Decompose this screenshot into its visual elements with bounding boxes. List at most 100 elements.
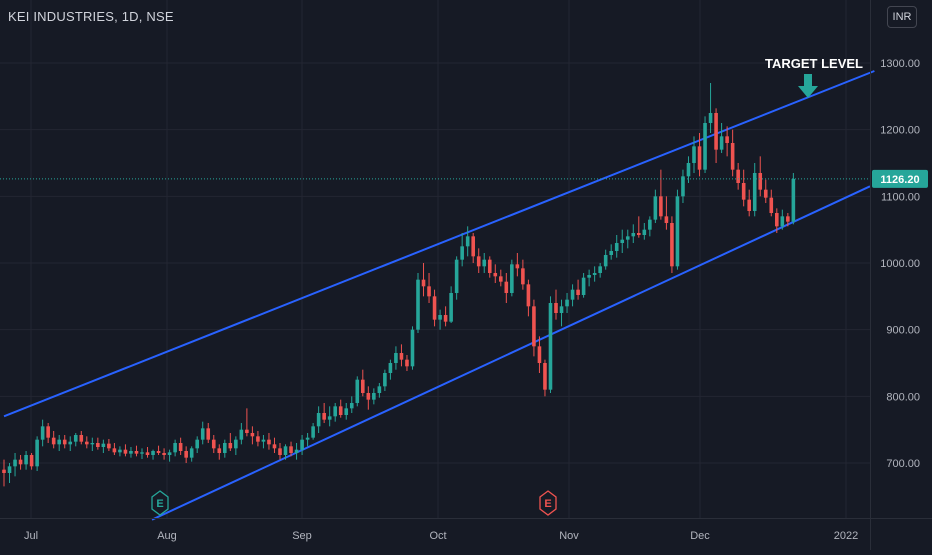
candle[interactable] (118, 446, 122, 457)
candle[interactable] (73, 433, 78, 447)
candle[interactable] (51, 431, 56, 449)
candle[interactable] (664, 196, 669, 230)
candle[interactable] (145, 447, 150, 458)
candle[interactable] (559, 299, 564, 327)
candle[interactable] (526, 279, 531, 317)
candle[interactable] (355, 376, 360, 407)
candle[interactable] (499, 269, 503, 287)
candle[interactable] (366, 386, 371, 410)
candle[interactable] (454, 256, 459, 300)
candle[interactable] (460, 233, 464, 267)
candle[interactable] (24, 451, 28, 470)
candle[interactable] (383, 369, 387, 391)
candle[interactable] (62, 435, 67, 449)
candle[interactable] (476, 248, 481, 273)
candle[interactable] (300, 435, 304, 455)
candle[interactable] (283, 444, 288, 460)
candle[interactable] (780, 209, 785, 230)
candle[interactable] (719, 123, 724, 153)
candle[interactable] (631, 224, 636, 243)
candle[interactable] (471, 233, 475, 263)
candle[interactable] (576, 279, 580, 300)
upper-channel-line[interactable] (3, 70, 875, 418)
candle[interactable] (90, 437, 95, 451)
candle[interactable] (443, 306, 448, 327)
candle[interactable] (775, 208, 779, 233)
earnings-event-marker[interactable]: E (151, 490, 169, 516)
candle[interactable] (217, 444, 222, 460)
candle[interactable] (659, 169, 663, 220)
candle[interactable] (592, 266, 597, 282)
candle[interactable] (697, 133, 702, 177)
candle[interactable] (703, 116, 707, 173)
candle[interactable] (7, 463, 12, 483)
candle[interactable] (570, 284, 575, 307)
candle[interactable] (349, 396, 354, 413)
candle[interactable] (686, 156, 691, 183)
candle[interactable] (614, 235, 619, 258)
candle[interactable] (675, 189, 680, 270)
currency-button[interactable]: INR (887, 6, 917, 28)
candle[interactable] (162, 448, 166, 460)
candle[interactable] (316, 406, 321, 433)
candle[interactable] (482, 253, 487, 273)
candle[interactable] (305, 433, 310, 447)
candle[interactable] (653, 189, 658, 223)
candle[interactable] (648, 216, 652, 237)
candle[interactable] (708, 83, 713, 133)
candle[interactable] (493, 264, 498, 283)
candle[interactable] (178, 437, 183, 455)
candle[interactable] (692, 136, 696, 173)
candle[interactable] (333, 403, 337, 422)
candle[interactable] (13, 453, 17, 477)
candle[interactable] (548, 296, 553, 393)
candle[interactable] (272, 437, 277, 453)
candle[interactable] (399, 344, 404, 367)
candle[interactable] (416, 273, 420, 333)
candle[interactable] (40, 419, 45, 447)
candle[interactable] (730, 129, 735, 177)
candle[interactable] (405, 355, 409, 371)
candle[interactable] (565, 293, 569, 313)
candle[interactable] (289, 441, 293, 457)
candle[interactable] (725, 126, 729, 157)
lower-channel-line[interactable] (151, 185, 871, 521)
candle[interactable] (35, 436, 39, 471)
candle[interactable] (758, 156, 763, 197)
candle[interactable] (234, 436, 238, 455)
candle[interactable] (543, 359, 547, 397)
candle[interactable] (587, 269, 591, 287)
candle[interactable] (294, 443, 299, 460)
candle[interactable] (200, 421, 205, 445)
candle[interactable] (372, 388, 376, 405)
candle[interactable] (603, 249, 608, 270)
candle[interactable] (736, 163, 740, 190)
candle[interactable] (427, 273, 431, 303)
candle[interactable] (223, 439, 227, 458)
candle[interactable] (465, 226, 470, 257)
candle[interactable] (245, 408, 249, 437)
candle[interactable] (261, 435, 266, 449)
candle[interactable] (189, 446, 194, 462)
candle[interactable] (769, 189, 774, 217)
candle[interactable] (344, 403, 349, 420)
candle[interactable] (267, 433, 271, 450)
candle[interactable] (228, 433, 233, 451)
candle[interactable] (487, 256, 492, 278)
candle[interactable] (184, 446, 188, 463)
candle[interactable] (29, 453, 34, 470)
candle[interactable] (151, 449, 155, 460)
candle[interactable] (338, 399, 343, 418)
candle[interactable] (250, 426, 255, 445)
candle[interactable] (123, 444, 128, 457)
candle[interactable] (112, 443, 117, 455)
candle[interactable] (581, 273, 586, 298)
candle[interactable] (532, 299, 536, 357)
candle[interactable] (96, 437, 100, 450)
candle[interactable] (670, 216, 674, 273)
candle[interactable] (432, 289, 437, 327)
candle[interactable] (156, 445, 161, 455)
candle[interactable] (129, 447, 133, 458)
